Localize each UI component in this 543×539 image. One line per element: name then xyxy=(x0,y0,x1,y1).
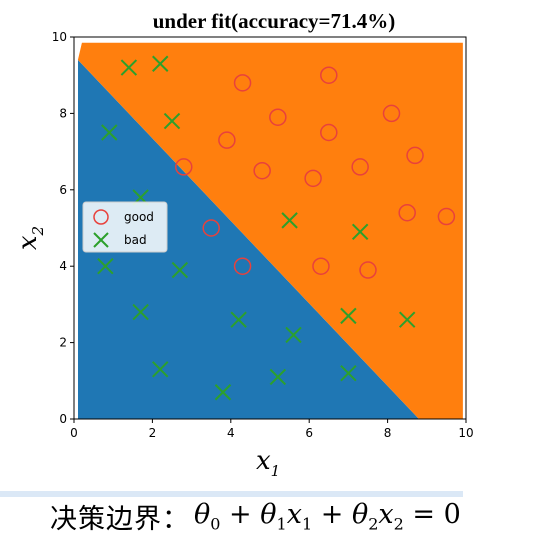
eq-sub-2a: 2 xyxy=(368,514,379,534)
bad-point-17 xyxy=(340,364,357,382)
legend-good-label: good xyxy=(124,210,154,224)
good-point-13 xyxy=(202,219,220,237)
eq-plus-2: + xyxy=(320,498,344,530)
y-tick-label-2: 4 xyxy=(59,259,67,273)
good-point-3 xyxy=(269,108,287,126)
legend-box xyxy=(82,201,168,253)
good-point-12 xyxy=(437,207,456,226)
x-axis-label: x1 xyxy=(256,446,280,480)
scatter-chart: under fit(accuracy=71.4%) 0 2 4 6 8 100246810… xyxy=(13,9,474,480)
eq-theta-0: θ xyxy=(194,498,211,530)
eq-x-1: x xyxy=(286,498,302,530)
legend-bad-marker xyxy=(93,232,109,248)
y-tick-label-4: 8 xyxy=(59,106,67,120)
bad-point-11 xyxy=(285,326,302,344)
good-point-11 xyxy=(398,203,416,222)
decision-regions xyxy=(77,42,463,420)
good-point-1 xyxy=(320,66,338,84)
y-axis-label: x2 xyxy=(13,226,47,250)
caption-label: 决策边界： xyxy=(50,503,190,535)
x-axis-label-main: x xyxy=(256,446,271,476)
good-point-9 xyxy=(304,169,322,188)
region-bad xyxy=(77,59,419,420)
eq-x-2: x xyxy=(378,498,394,530)
y-axis-label-subscript: 2 xyxy=(29,226,47,237)
x-tick-label-5: 10 xyxy=(458,426,473,440)
bad-point-16 xyxy=(269,368,287,386)
legend: good bad xyxy=(82,201,168,253)
bad-point-0 xyxy=(120,59,138,76)
eq-zero: 0 xyxy=(443,498,461,530)
y-tick-label-3: 6 xyxy=(59,183,67,197)
eq-sub-1a: 1 xyxy=(276,514,287,534)
x-tick-label-4: 8 xyxy=(384,426,392,440)
legend-good-marker xyxy=(93,209,109,225)
legend-bad-label: bad xyxy=(124,233,147,247)
x-tick-label-0: 0 xyxy=(70,426,78,440)
boundary-equation: θ0 + θ1x1 + θ2x2 = 0 xyxy=(194,499,461,533)
eq-sub-2b: 2 xyxy=(393,514,404,534)
caption-divider xyxy=(0,491,463,497)
good-point-8 xyxy=(253,161,271,180)
plot-frame xyxy=(73,36,467,420)
good-point-5 xyxy=(382,104,401,123)
eq-plus-1: + xyxy=(229,498,252,530)
y-tick-label-0: 0 xyxy=(59,412,67,426)
bad-point-13 xyxy=(398,311,416,328)
good-point-0 xyxy=(233,74,252,92)
bad-point-12 xyxy=(340,307,357,325)
bad-point-9 xyxy=(132,303,149,321)
chart-title: under fit(accuracy=71.4%) xyxy=(153,9,396,33)
good-point-16 xyxy=(359,261,377,279)
good-point-10 xyxy=(351,158,369,176)
y-tick-label-1: 2 xyxy=(59,336,67,350)
eq-sub-1b: 1 xyxy=(301,514,313,534)
bad-point-7 xyxy=(97,257,114,275)
good-point-6 xyxy=(406,146,424,165)
bad-point-10 xyxy=(230,311,247,328)
region-good xyxy=(77,42,463,419)
y-tick-label-5: 10 xyxy=(52,30,67,44)
x-axis-label-subscript: 1 xyxy=(271,462,281,480)
data-points xyxy=(97,55,456,401)
decision-boundary-caption: 决策边界： θ0 + θ1x1 + θ2x2 = 0 xyxy=(50,496,461,536)
bad-point-2 xyxy=(101,124,118,141)
good-point-14 xyxy=(233,257,252,275)
eq-equals: = xyxy=(412,498,436,530)
eq-theta-2: θ xyxy=(351,498,369,530)
bad-point-3 xyxy=(163,112,181,130)
bad-point-15 xyxy=(214,384,232,401)
good-point-7 xyxy=(175,158,193,176)
y-axis-label-main: x xyxy=(13,235,43,250)
good-point-2 xyxy=(218,131,236,149)
bad-point-1 xyxy=(152,55,169,72)
eq-theta-1: θ xyxy=(260,498,277,530)
axis-ticks: 0 2 4 6 8 10 0 2 4 6 8 10 xyxy=(52,30,474,440)
bad-point-8 xyxy=(171,261,189,279)
bad-point-14 xyxy=(152,361,169,378)
good-point-15 xyxy=(312,257,330,275)
x-tick-label-2: 4 xyxy=(227,426,235,440)
x-tick-label-3: 6 xyxy=(305,426,313,440)
good-point-4 xyxy=(320,123,338,142)
x-tick-label-1: 2 xyxy=(149,426,157,440)
bad-point-5 xyxy=(281,212,298,229)
bad-point-6 xyxy=(351,223,369,241)
eq-sub-0: 0 xyxy=(210,514,221,534)
